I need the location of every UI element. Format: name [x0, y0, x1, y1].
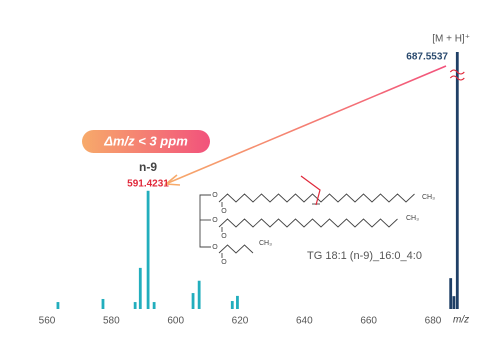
atoms: O O O O O O CH₃ CH₃ CH₃	[212, 192, 435, 266]
chain	[218, 244, 254, 254]
atom: CH₃	[406, 215, 419, 222]
atom: O	[221, 233, 227, 240]
axis-break	[449, 75, 465, 81]
x-tick-label: 660	[360, 316, 377, 327]
atom: CH₃	[259, 240, 272, 247]
atom: O	[212, 244, 218, 251]
atom: O	[212, 192, 218, 199]
x-tick-label: 580	[103, 316, 120, 327]
badge	[82, 130, 210, 153]
arrow	[167, 65, 447, 184]
x-tick-label: 680	[425, 316, 442, 327]
atom: O	[221, 208, 227, 215]
x-tick-label: 600	[167, 316, 184, 327]
peak	[138, 267, 142, 309]
peak	[197, 280, 201, 309]
arrow-head	[163, 174, 181, 186]
peak	[133, 302, 137, 309]
x-axis-label: m/z	[453, 315, 469, 326]
peak	[452, 296, 456, 309]
atom: CH₃	[422, 194, 435, 201]
peak	[449, 278, 453, 309]
chain	[218, 193, 415, 203]
chain	[218, 218, 398, 228]
peak	[101, 298, 105, 309]
precursor-label: [M + H]⁺	[432, 34, 470, 45]
peak	[455, 52, 459, 309]
peak	[191, 293, 195, 309]
mass-accuracy: Δm/z < 3 ppm	[103, 133, 188, 148]
cleavage-arrow	[300, 175, 321, 206]
fragment-mz: 591.4231	[127, 179, 169, 190]
structure	[199, 193, 415, 258]
peak	[146, 190, 150, 309]
peak	[152, 302, 156, 309]
peak	[230, 301, 234, 309]
peak	[56, 302, 60, 309]
compound-name: TG 18:1 (n-9)_16:0_4:0	[307, 250, 422, 262]
precursor-mz: 687.5537	[406, 52, 448, 63]
axis-break	[449, 69, 465, 75]
x-tick-label: 560	[39, 316, 56, 327]
peak	[236, 295, 239, 309]
atom: O	[221, 259, 227, 266]
fragment-label: n-9	[139, 160, 157, 174]
x-tick-label: 620	[232, 316, 249, 327]
atom: O	[212, 217, 218, 224]
x-tick-label: 640	[296, 316, 313, 327]
